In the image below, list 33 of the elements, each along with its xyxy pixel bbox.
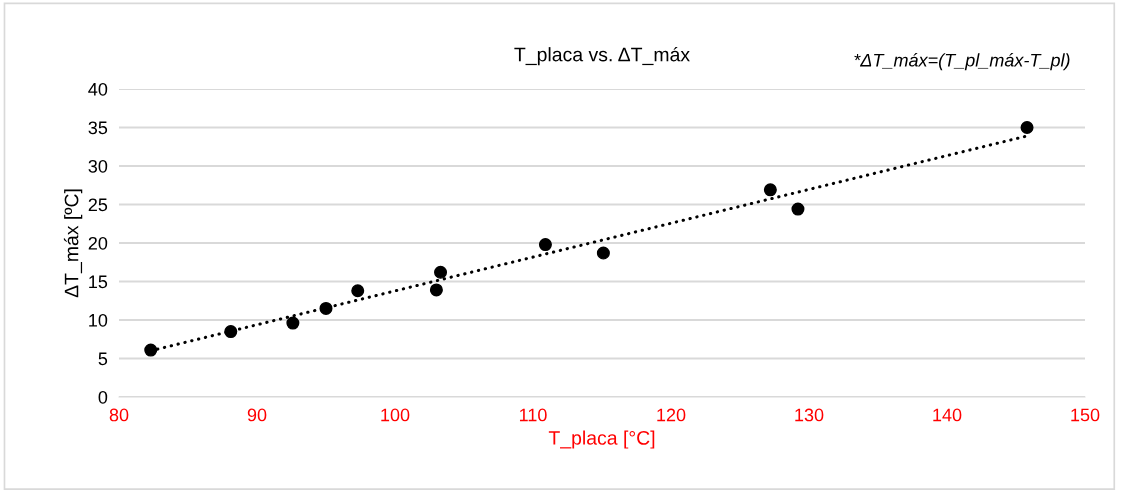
- x-axis-title: T_placa [°C]: [548, 430, 655, 449]
- point: [434, 265, 448, 279]
- point: [1020, 120, 1034, 135]
- x-tick-label: 80: [109, 408, 129, 422]
- text: *ΔT_máx=(T_pl_máx-T_pl): [854, 53, 1070, 71]
- x-tick-label: 140: [933, 408, 962, 422]
- y-tick-label: 0: [98, 390, 108, 404]
- point: [538, 238, 552, 252]
- y-tick-label: 5: [98, 352, 108, 366]
- y-tick-label: 30: [88, 159, 108, 173]
- point: [596, 246, 610, 260]
- y-tick-label: 35: [88, 121, 108, 135]
- y-tick-label: 10: [89, 313, 108, 327]
- y-tick-label: 20: [88, 236, 108, 250]
- y-tick-label: 15: [89, 275, 108, 289]
- y-tick-label: 40: [88, 82, 108, 96]
- x-tick-label: 150: [1071, 408, 1100, 422]
- x-tick-label: 130: [795, 408, 824, 422]
- chart-title: T_placa vs. ΔT_máx: [514, 46, 690, 66]
- point: [429, 283, 443, 297]
- y-axis-title: ΔT_máx [ºC]: [63, 189, 83, 298]
- point: [351, 284, 365, 298]
- x-tick-label: 120: [657, 408, 686, 422]
- point: [319, 301, 333, 315]
- point: [763, 183, 777, 197]
- point: [144, 343, 158, 357]
- x-tick-label: 110: [519, 408, 547, 422]
- x-tick-label: 90: [247, 408, 267, 422]
- point: [286, 316, 300, 330]
- y-tick-label: 25: [88, 198, 108, 212]
- point: [791, 202, 805, 216]
- x-tick-label: 100: [381, 408, 410, 422]
- point: [224, 325, 238, 339]
